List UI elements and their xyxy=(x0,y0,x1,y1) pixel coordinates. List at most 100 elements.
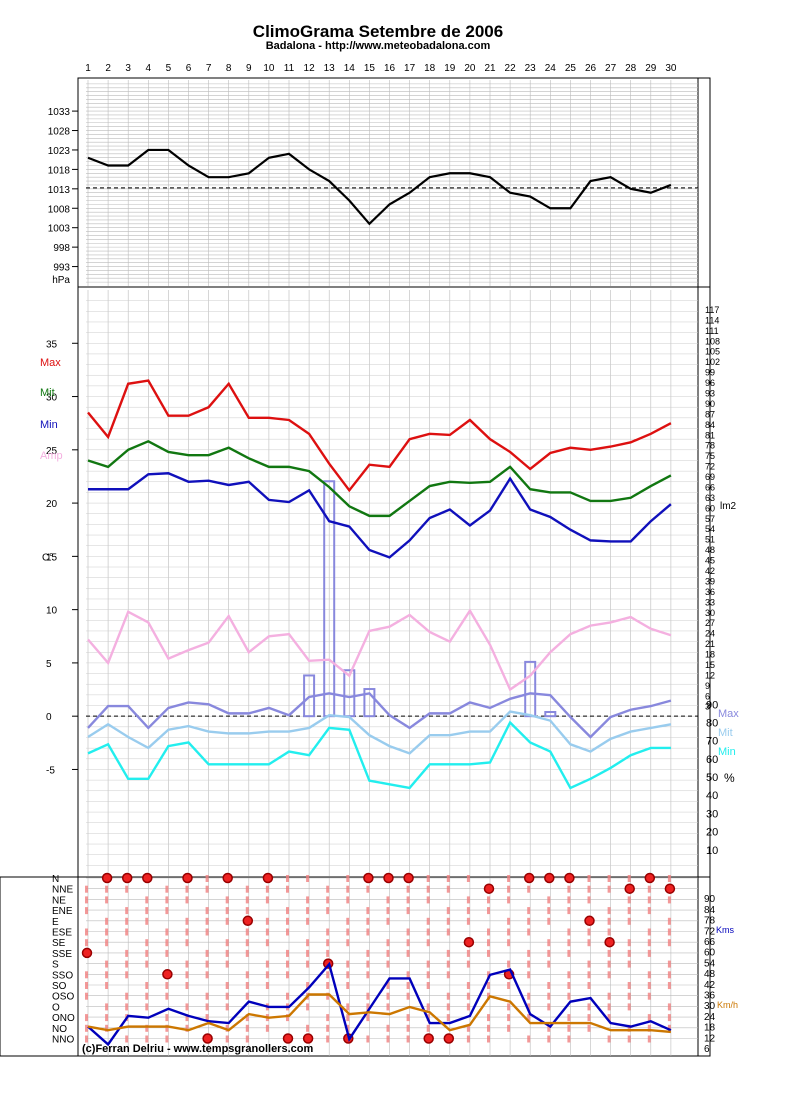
wind-frequency-mark xyxy=(487,1014,490,1022)
wind-frequency-mark xyxy=(446,949,450,957)
speed-tick-label: 12 xyxy=(704,1033,716,1044)
day-label: 20 xyxy=(464,63,476,74)
wind-frequency-mark xyxy=(487,949,490,957)
wind-frequency-mark xyxy=(85,885,88,893)
wind-frequency-mark xyxy=(466,907,470,915)
wind-frequency-mark xyxy=(667,971,671,979)
tick-label: 1008 xyxy=(48,204,71,215)
wind-frequency-mark xyxy=(205,1003,209,1011)
wind-frequency-mark xyxy=(507,1024,511,1032)
humidity-tick-label: 60 xyxy=(706,754,718,766)
speed-label-kmh: Km/h xyxy=(717,1000,738,1010)
wind-frequency-mark xyxy=(507,939,511,947)
wind-frequency-mark xyxy=(245,928,249,936)
wind-frequency-mark xyxy=(607,875,611,882)
rain-tick-label: 36 xyxy=(705,587,715,597)
tick-label: 1013 xyxy=(48,185,71,196)
wind-frequency-mark xyxy=(446,960,450,968)
humidity-legend-max: Max xyxy=(718,708,739,720)
wind-frequency-mark xyxy=(286,992,289,1000)
wind-frequency-mark xyxy=(567,896,571,904)
rain-tick-label: 57 xyxy=(705,514,715,524)
day-label: 10 xyxy=(263,63,275,74)
speed-tick-label: 30 xyxy=(704,1001,716,1012)
wind-frequency-mark xyxy=(85,1014,88,1022)
wind-frequency-mark xyxy=(647,1014,651,1022)
wind-frequency-mark xyxy=(547,1024,551,1032)
speed-tick-label: 18 xyxy=(704,1023,716,1034)
dominant-direction-marker xyxy=(544,872,555,884)
wind-frequency-mark xyxy=(125,992,129,1000)
day-label: 8 xyxy=(226,63,232,74)
wind-frequency-mark xyxy=(567,928,571,936)
wind-frequency-mark xyxy=(205,885,209,893)
wind-frequency-mark xyxy=(567,992,571,1000)
wind-frequency-mark xyxy=(547,1035,551,1043)
tick-label: 35 xyxy=(46,339,58,350)
wind-frequency-mark xyxy=(446,1003,450,1011)
wind-frequency-mark xyxy=(165,949,169,957)
wind-frequency-mark xyxy=(366,885,370,893)
rain-tick-label: 39 xyxy=(705,576,715,586)
wind-frequency-mark xyxy=(547,917,551,925)
wind-frequency-mark xyxy=(145,992,149,1000)
rain-bar xyxy=(544,711,557,718)
wind-frequency-mark xyxy=(306,917,310,925)
rain-bar xyxy=(363,688,376,718)
axis-label: hPa xyxy=(52,275,70,286)
day-label: 17 xyxy=(404,63,416,74)
wind-frequency-mark xyxy=(185,928,189,936)
wind-frequency-mark xyxy=(406,971,410,979)
wind-frequency-mark xyxy=(265,896,269,904)
wind-frequency-mark xyxy=(607,971,611,979)
rain-tick-label: 18 xyxy=(705,650,715,660)
wind-frequency-mark xyxy=(527,1014,531,1022)
wind-frequency-mark xyxy=(627,896,631,904)
rain-tick-label: 93 xyxy=(705,388,715,398)
wind-frequency-mark xyxy=(487,992,490,1000)
wind-frequency-mark xyxy=(265,928,269,936)
wind-series-kmh xyxy=(87,993,672,1034)
direction-label: ESE xyxy=(52,928,72,939)
wind-frequency-mark xyxy=(205,907,209,915)
wind-frequency-mark xyxy=(527,971,531,979)
wind-frequency-mark xyxy=(85,928,88,936)
wind-frequency-mark xyxy=(607,960,611,968)
wind-frequency-mark xyxy=(446,1014,450,1022)
wind-frequency-mark xyxy=(487,1035,490,1043)
humidity-series-mit xyxy=(87,710,672,755)
wind-frequency-mark xyxy=(567,1014,571,1022)
wind-frequency-mark xyxy=(326,949,330,957)
wind-frequency-mark xyxy=(225,1024,229,1032)
wind-frequency-mark xyxy=(225,992,229,1000)
rain-axis-label: lm2 xyxy=(720,501,737,512)
wind-frequency-mark xyxy=(406,992,410,1000)
wind-frequency-mark xyxy=(667,1014,671,1022)
dominant-direction-marker xyxy=(121,872,133,884)
wind-frequency-mark xyxy=(85,982,88,989)
wind-frequency-mark xyxy=(466,1003,470,1011)
wind-frequency-mark xyxy=(587,875,591,882)
wind-frequency-mark xyxy=(507,928,511,936)
wind-frequency-mark xyxy=(587,1003,591,1011)
wind-frequency-mark xyxy=(446,907,450,915)
rain-tick-label: 6 xyxy=(705,691,710,701)
rain-tick-label: 33 xyxy=(705,597,715,607)
humidity-series-max xyxy=(87,692,672,739)
direction-label: SSE xyxy=(52,949,72,960)
rain-tick-label: 96 xyxy=(705,378,715,388)
wind-frequency-mark xyxy=(105,928,109,936)
wind-frequency-mark xyxy=(326,982,330,989)
wind-frequency-mark xyxy=(647,907,651,915)
wind-frequency-mark xyxy=(185,896,189,904)
wind-frequency-mark xyxy=(466,917,470,925)
wind-frequency-mark xyxy=(346,896,350,904)
wind-frequency-mark xyxy=(225,896,229,904)
wind-frequency-mark xyxy=(145,1024,149,1032)
wind-frequency-mark xyxy=(527,885,531,893)
wind-frequency-mark xyxy=(527,960,531,968)
dominant-direction-marker xyxy=(483,883,495,894)
wind-frequency-mark xyxy=(507,960,511,968)
direction-label: SE xyxy=(52,938,66,949)
wind-frequency-mark xyxy=(567,885,571,893)
